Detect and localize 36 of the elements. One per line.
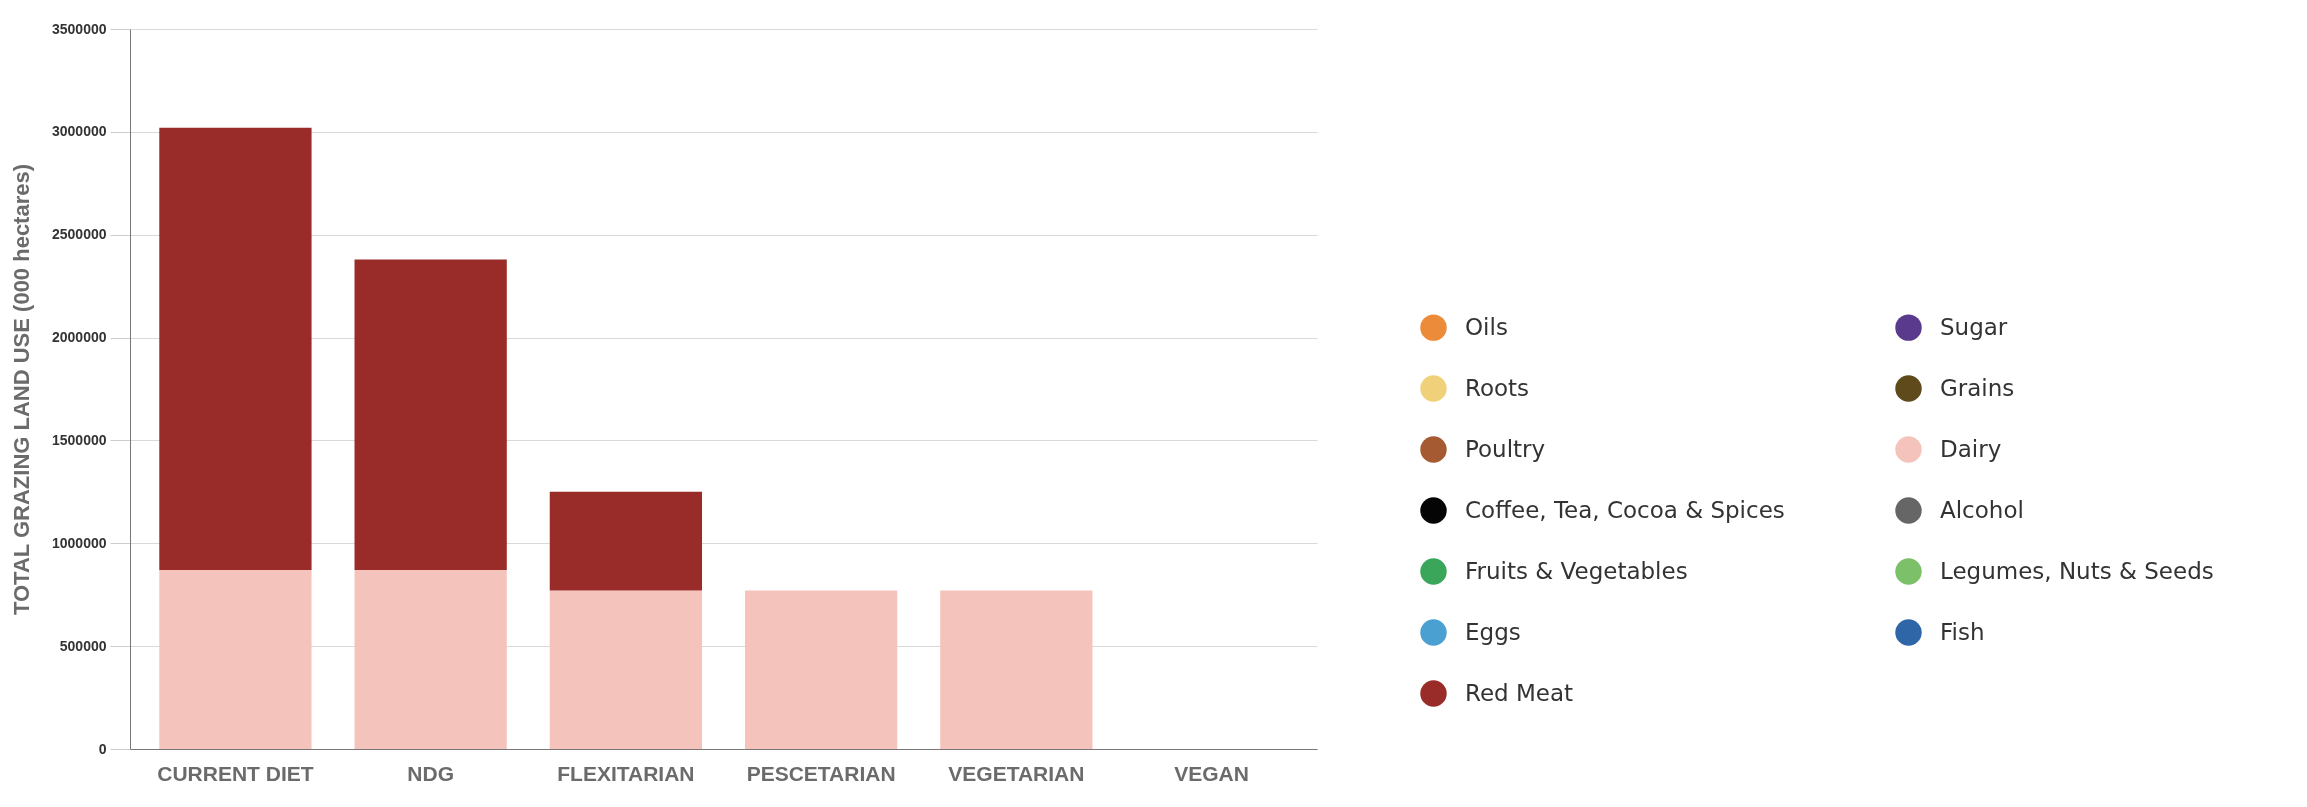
legend-label: Roots: [1465, 374, 1530, 401]
legend-label: Red Meat: [1465, 679, 1574, 706]
y-tick-label: 2000000: [51, 329, 107, 346]
x-tick-label: VEGAN: [1174, 761, 1249, 785]
bar: [940, 590, 1093, 749]
x-tick-label: CURRENT DIET: [157, 761, 314, 785]
legend-label: Legumes, Nuts & Seeds: [1940, 557, 2214, 584]
bar: [354, 570, 507, 749]
legend-label: Fish: [1940, 618, 1985, 645]
x-tick-label: NDG: [407, 761, 454, 785]
y-tick-label: 3000000: [51, 123, 107, 140]
y-tick-label: 0: [98, 740, 107, 757]
y-axis-title: TOTAL GRAZING LAND USE (000 hectares): [9, 163, 34, 616]
legend-label: Fruits & Vegetables: [1465, 557, 1688, 584]
legend-label: Sugar: [1940, 313, 2008, 340]
bar: [354, 259, 507, 571]
legend-label: Coffee, Tea, Cocoa & Spices: [1465, 496, 1785, 523]
legend-label: Oils: [1465, 313, 1508, 340]
y-tick-label: 3500000: [51, 20, 107, 37]
y-tick-label: 500000: [59, 637, 107, 654]
bar: [549, 590, 703, 749]
legend-label: Dairy: [1940, 435, 2002, 462]
bar: [159, 127, 312, 571]
x-tick-label: PESCETARIAN: [746, 761, 896, 785]
y-tick-label: 1000000: [51, 534, 107, 551]
x-tick-label: VEGETARIAN: [948, 761, 1085, 785]
legend-label: Grains: [1940, 374, 2015, 401]
bar: [549, 491, 703, 591]
legend-label: Eggs: [1465, 618, 1521, 645]
legend-label: Alcohol: [1940, 496, 2024, 523]
bar: [744, 590, 898, 749]
legend-label: Poultry: [1465, 435, 1546, 462]
y-tick-label: 2500000: [51, 226, 107, 243]
y-tick-label: 1500000: [51, 431, 107, 448]
bar: [159, 570, 312, 749]
x-tick-label: FLEXITARIAN: [557, 761, 695, 785]
